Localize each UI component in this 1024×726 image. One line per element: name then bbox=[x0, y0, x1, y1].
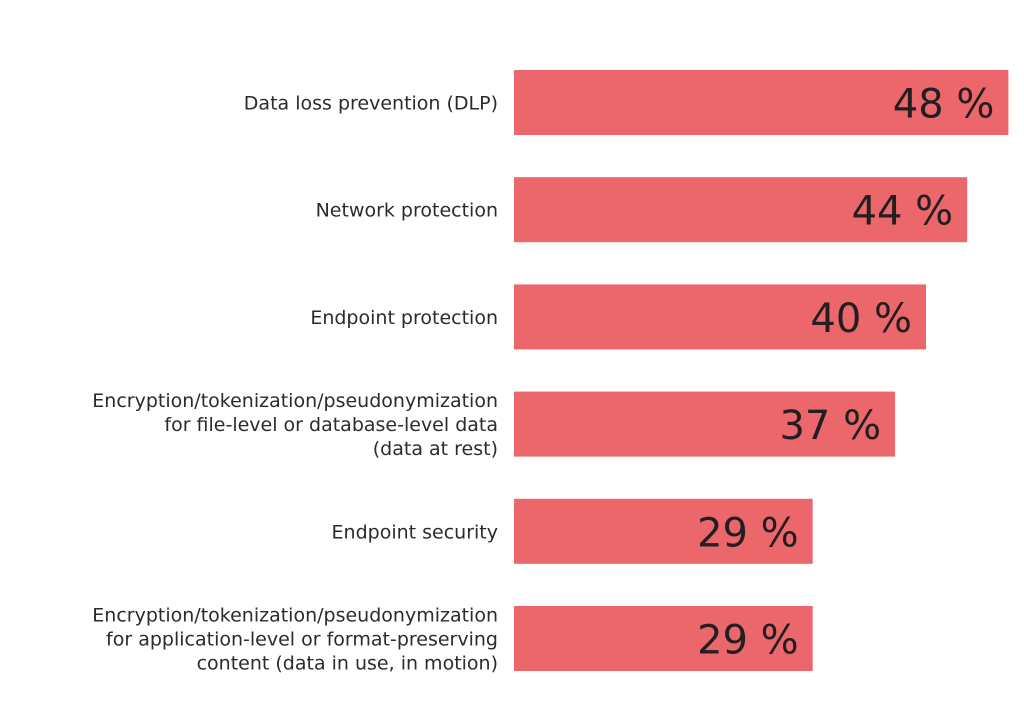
category-label-line: Endpoint security bbox=[332, 521, 498, 543]
category-label-line: Endpoint protection bbox=[310, 307, 498, 329]
value-label-5: 29 % bbox=[697, 618, 799, 664]
category-label-line: content (data in use, in motion) bbox=[197, 653, 498, 675]
category-label-2: Endpoint protection bbox=[310, 307, 498, 329]
category-label-line: (data at rest) bbox=[373, 438, 498, 460]
bars-layer bbox=[514, 70, 1009, 671]
category-label-5: Encryption/tokenization/pseudonymization… bbox=[92, 605, 498, 675]
category-label-1: Network protection bbox=[316, 200, 498, 222]
value-label-2: 40 % bbox=[810, 296, 912, 342]
category-label-line: for application-level or format-preservi… bbox=[106, 629, 498, 651]
value-label-1: 44 % bbox=[852, 189, 954, 235]
category-label-line: Network protection bbox=[316, 200, 498, 222]
value-labels-layer: 48 % 44 % 40 % 37 % 29 % 29 % bbox=[697, 82, 994, 664]
bar-0 bbox=[514, 70, 1009, 135]
category-label-4: Endpoint security bbox=[332, 521, 498, 543]
bar-5 bbox=[514, 606, 813, 671]
bar-1 bbox=[514, 177, 968, 243]
category-label-line: for file-level or database-level data bbox=[164, 414, 498, 436]
value-label-3: 37 % bbox=[779, 403, 881, 449]
value-label-0: 48 % bbox=[893, 82, 995, 128]
bar-4 bbox=[514, 498, 813, 564]
category-label-line: Encryption/tokenization/pseudonymization bbox=[92, 390, 498, 412]
category-label-3: Encryption/tokenization/pseudonymization… bbox=[92, 390, 498, 460]
bar-3 bbox=[514, 391, 896, 457]
category-label-0: Data loss prevention (DLP) bbox=[244, 93, 498, 115]
value-label-4: 29 % bbox=[697, 510, 799, 556]
category-label-line: Encryption/tokenization/pseudonymization bbox=[92, 605, 498, 627]
category-label-line: Data loss prevention (DLP) bbox=[244, 93, 498, 115]
bar-2 bbox=[514, 284, 926, 350]
category-labels-layer: Data loss prevention (DLP) Network protec… bbox=[92, 93, 498, 675]
